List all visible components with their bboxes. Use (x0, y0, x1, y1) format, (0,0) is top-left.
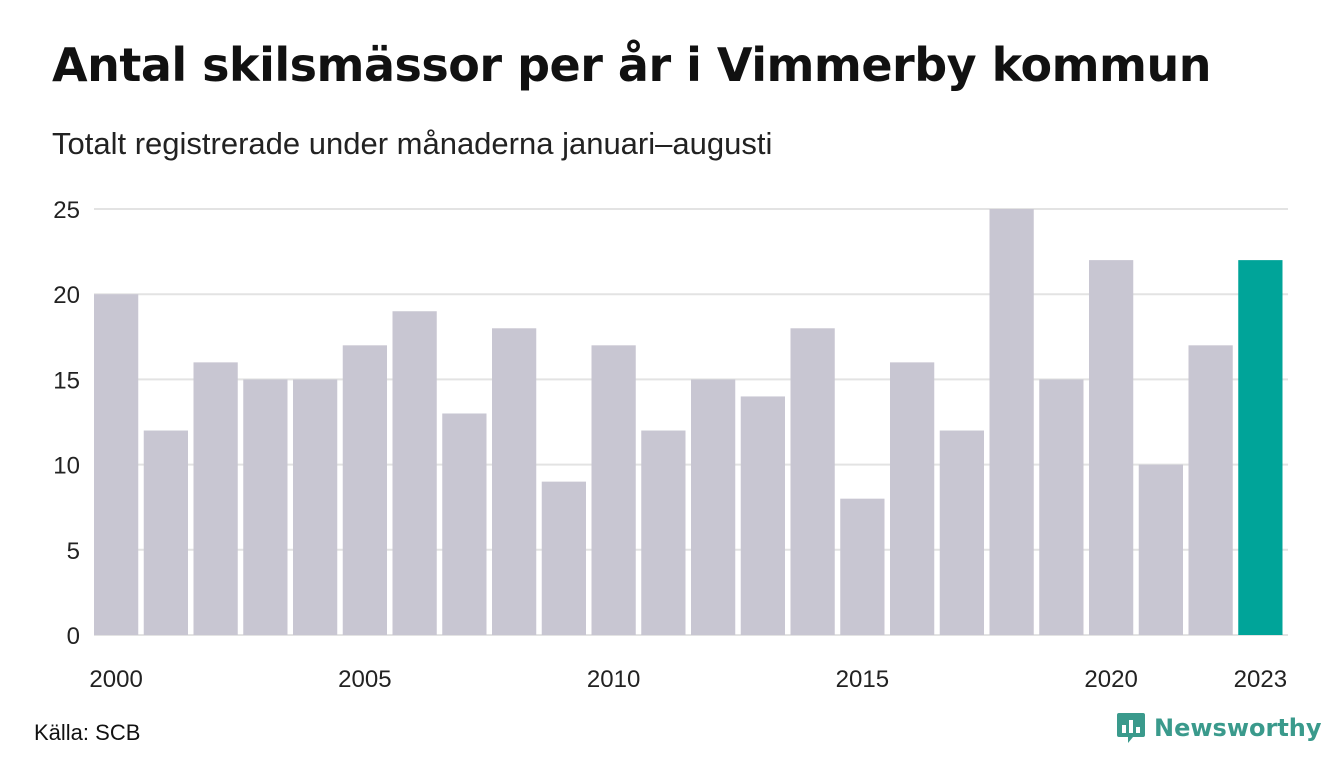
x-axis-ticks: 2000 2005 2010 2015 2020 2023 (89, 666, 1287, 693)
bar-2004 (293, 379, 338, 635)
y-axis-ticks: 0 5 10 15 20 25 (53, 197, 80, 650)
bar-2022 (1188, 345, 1233, 635)
bar-2020 (1089, 260, 1134, 635)
x-tick-label: 2005 (338, 666, 391, 693)
bar-chart-speech-bubble-icon (1117, 713, 1145, 743)
bar-2014 (790, 328, 835, 635)
brand-name: Newsworthy (1154, 714, 1322, 742)
bar-2001 (143, 430, 188, 635)
bars (94, 209, 1283, 635)
bar-2018 (989, 209, 1034, 635)
y-tick-label: 15 (53, 367, 80, 394)
x-tick-label: 2010 (587, 666, 640, 693)
bar-2021 (1138, 464, 1183, 635)
y-tick-label: 10 (53, 453, 80, 480)
bar-2003 (243, 379, 288, 635)
chart-title: Antal skilsmässor per år i Vimmerby komm… (52, 38, 1212, 92)
bar-2005 (342, 345, 387, 635)
bar-2016 (890, 362, 935, 635)
bar-2002 (193, 362, 238, 635)
bar-2015 (840, 498, 885, 635)
bar-2000 (94, 294, 139, 635)
bar-2007 (442, 413, 487, 635)
bar-2019 (1039, 379, 1084, 635)
brand-logo[interactable]: Newsworthy (1116, 712, 1322, 744)
bar-2012 (691, 379, 736, 635)
x-tick-label: 2023 (1234, 666, 1287, 693)
y-tick-label: 25 (53, 197, 80, 224)
bar-2010 (591, 345, 636, 635)
bar-chart: 0 5 10 15 20 25 2000 2005 2010 2015 2020 2023 (53, 197, 1288, 693)
x-tick-label: 2000 (89, 666, 142, 693)
bar-2013 (740, 396, 785, 635)
bar-2009 (541, 481, 586, 635)
y-tick-label: 20 (53, 282, 80, 309)
source-note: Källa: SCB (34, 720, 141, 745)
chart-subtitle: Totalt registrerade under månaderna janu… (52, 126, 773, 161)
bar-2017 (939, 430, 984, 635)
x-tick-label: 2015 (836, 666, 889, 693)
bar-2008 (492, 328, 537, 635)
x-tick-label: 2020 (1084, 666, 1137, 693)
bar-2011 (641, 430, 686, 635)
bar-2023 (1238, 260, 1283, 635)
bar-2006 (392, 311, 437, 635)
y-tick-label: 5 (67, 538, 80, 565)
y-tick-label: 0 (67, 623, 80, 650)
